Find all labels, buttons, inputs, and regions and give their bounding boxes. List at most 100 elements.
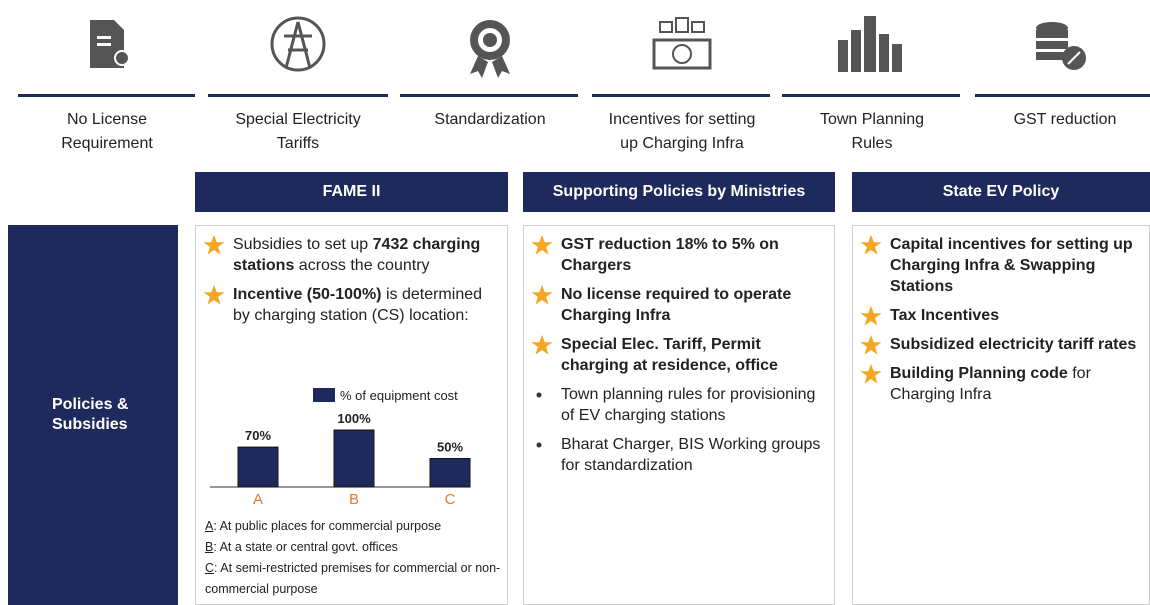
star: [531, 284, 553, 305]
list-item: Building Planning code for Charging Infr…: [860, 363, 1144, 405]
icon-row: [90, 16, 1086, 78]
label-line: No License: [66, 111, 148, 128]
text-run: Subsidized electricity tariff rates: [890, 336, 1137, 353]
text-run: No license required to operate Charging …: [561, 286, 792, 324]
value-label: 70%: [245, 428, 271, 443]
list-item: Bharat Charger, BIS Working groups for s…: [531, 434, 829, 476]
text-run: across the country: [294, 257, 430, 274]
top-label: Town Planning Rules: [782, 108, 962, 156]
bar: [429, 458, 471, 488]
text-run: Tax Incentives: [890, 307, 1000, 324]
star: [860, 305, 882, 326]
text-run: 7432 charging stations: [233, 236, 481, 274]
top-label: GST reduction: [975, 108, 1150, 132]
list-item: Tax Incentives: [860, 305, 1144, 326]
label-line: GST reduction: [1013, 111, 1117, 128]
top-label: Standardization: [400, 108, 580, 132]
legend-label: % of equipment cost: [340, 388, 458, 403]
label-line: Standardization: [434, 111, 546, 128]
star: [203, 284, 225, 305]
list-item: Special Elec. Tariff, Permit charging at…: [531, 334, 829, 376]
text-run: : At semi-restricted premises for commer…: [205, 561, 501, 596]
text-run: Subsidies to set up: [233, 236, 373, 253]
label-line: up Charging Infra: [620, 135, 744, 152]
text-run: for Charging Infra: [890, 365, 1091, 403]
value-label: 50%: [437, 440, 463, 455]
star-bullet: [203, 284, 225, 305]
text-run: A: [205, 519, 214, 533]
dot: [536, 442, 542, 448]
divider: [975, 94, 1150, 97]
text-run: Building Planning code: [890, 365, 1068, 382]
dot-bullet: [536, 442, 542, 448]
label-line: Tariffs: [276, 135, 320, 152]
divider: [18, 94, 195, 97]
legend-swatch: [313, 388, 335, 402]
label-line: Incentives for setting: [608, 111, 756, 128]
category-label: B: [349, 491, 359, 508]
star-bullet: [860, 234, 882, 255]
star-bullet: [860, 363, 882, 384]
text-run: GST reduction 18% to 5% on Chargers: [561, 236, 779, 274]
star: [531, 334, 553, 355]
footnote: A: At public places for commercial purpo…: [205, 516, 505, 537]
divider: [782, 94, 960, 97]
label-line: Requirement: [61, 135, 153, 152]
star-bullet: [860, 305, 882, 326]
icon-document: [90, 20, 130, 68]
label-line: Subsidies: [52, 416, 128, 433]
text-run: Capital incentives for setting up Chargi…: [890, 236, 1133, 295]
footnote: B: At a state or central govt. offices: [205, 537, 505, 558]
text-run: Bharat Charger, BIS Working groups for s…: [561, 436, 821, 474]
category-label: A: [253, 491, 263, 508]
text-run: : At public places for commercial purpos…: [213, 519, 442, 533]
icon-coins: [1036, 22, 1086, 70]
footnotes: A: At public places for commercial purpo…: [205, 516, 505, 600]
icon-tower: [270, 16, 326, 72]
text-run: Town planning rules for provisioning of …: [561, 386, 816, 424]
list-item: Incentive (50-100%) is determined by cha…: [203, 284, 502, 326]
dot: [536, 392, 542, 398]
top-label: Special Electricity Tariffs: [208, 108, 388, 156]
text-run: Incentive (50-100%): [233, 286, 382, 303]
star-bullet: [531, 334, 553, 355]
text-run: Special Elec. Tariff, Permit charging at…: [561, 336, 778, 374]
top-label: Incentives for setting up Charging Infra: [592, 108, 772, 156]
star: [531, 234, 553, 255]
column-header: State EV Policy: [852, 172, 1150, 212]
text-run: : At a state or central govt. offices: [213, 540, 398, 554]
star-bullet: [860, 334, 882, 355]
text-run: is determined by charging station (CS) l…: [233, 286, 483, 324]
text-run: B: [205, 540, 214, 554]
column-body: Subsidies to set up 7432 charging statio…: [203, 234, 502, 334]
icon-badge: [470, 20, 510, 78]
label-line: Town Planning: [819, 111, 925, 128]
label-line: Policies &: [52, 396, 129, 413]
row-label: Policies & Subsidies: [8, 225, 178, 605]
value-label: 100%: [337, 411, 371, 426]
divider: [592, 94, 770, 97]
bar: [237, 446, 279, 488]
divider: [400, 94, 578, 97]
dot-bullet: [536, 392, 542, 398]
category-label: C: [445, 491, 456, 508]
icon-buildings: [838, 16, 902, 72]
list-item: Capital incentives for setting up Chargi…: [860, 234, 1144, 297]
star: [860, 234, 882, 255]
star: [860, 334, 882, 355]
text-run: C: [205, 561, 215, 575]
divider: [208, 94, 388, 97]
list-item: Subsidized electricity tariff rates: [860, 334, 1144, 355]
bar: [333, 429, 375, 488]
label-line: Rules: [851, 135, 893, 152]
label-line: Special Electricity: [235, 111, 361, 128]
list-item: No license required to operate Charging …: [531, 284, 829, 326]
list-item: Town planning rules for provisioning of …: [531, 384, 829, 426]
top-label: No License Requirement: [17, 108, 197, 156]
column-body: GST reduction 18% to 5% on Chargers No li…: [531, 234, 829, 484]
star-bullet: [203, 234, 225, 255]
list-item: GST reduction 18% to 5% on Chargers: [531, 234, 829, 276]
list-item: Subsidies to set up 7432 charging statio…: [203, 234, 502, 276]
star: [203, 234, 225, 255]
